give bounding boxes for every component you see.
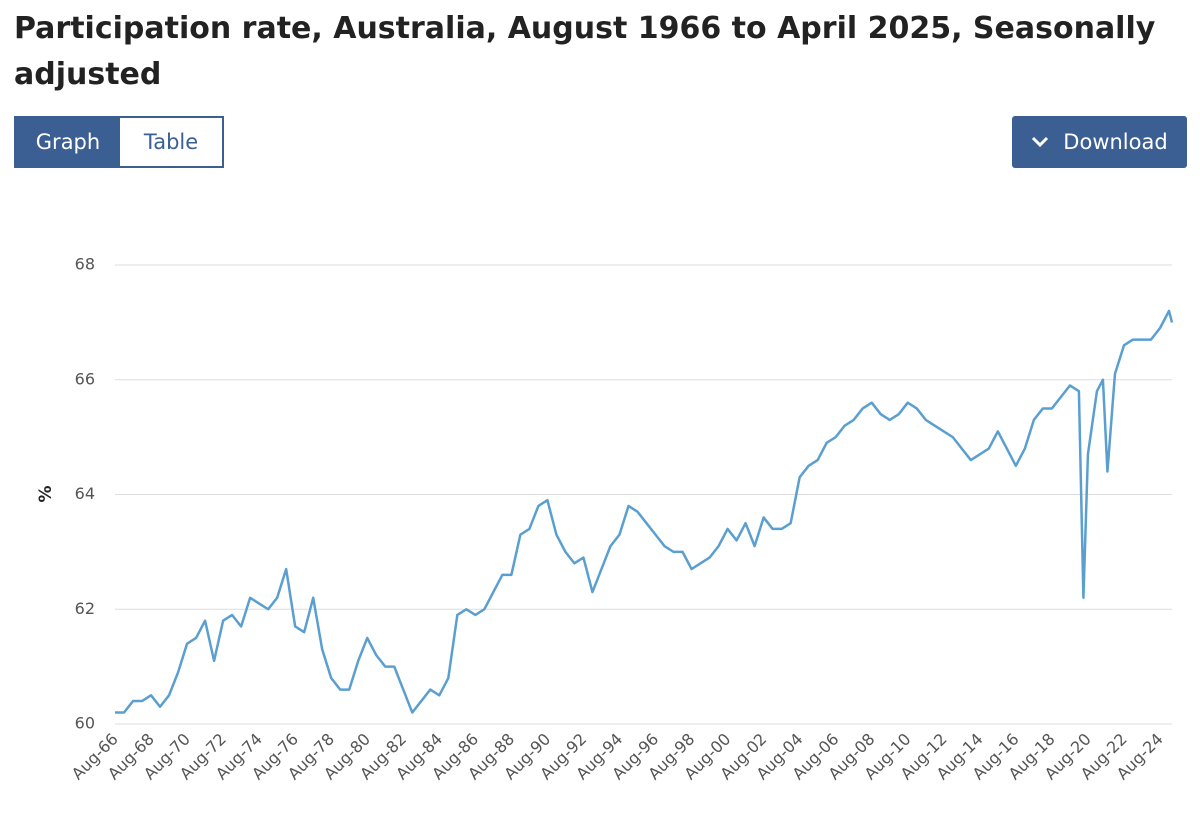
y-tick-label: 68 bbox=[75, 255, 95, 274]
page-title: Participation rate, Australia, August 19… bbox=[14, 11, 1156, 92]
graph-tab[interactable]: Graph bbox=[16, 118, 120, 166]
view-tabs: Graph Table bbox=[14, 116, 224, 168]
download-button[interactable]: Download bbox=[1012, 116, 1187, 168]
y-tick-label: 64 bbox=[75, 484, 95, 503]
y-tick-label: 62 bbox=[75, 599, 95, 618]
download-label: Download bbox=[1063, 130, 1168, 154]
data-line bbox=[115, 309, 1174, 714]
chevron-icon bbox=[1032, 136, 1049, 148]
y-axis-label: % bbox=[36, 485, 56, 502]
y-tick-label: 66 bbox=[75, 369, 95, 388]
y-tick-label: 60 bbox=[75, 714, 95, 733]
table-tab[interactable]: Table bbox=[120, 118, 222, 166]
